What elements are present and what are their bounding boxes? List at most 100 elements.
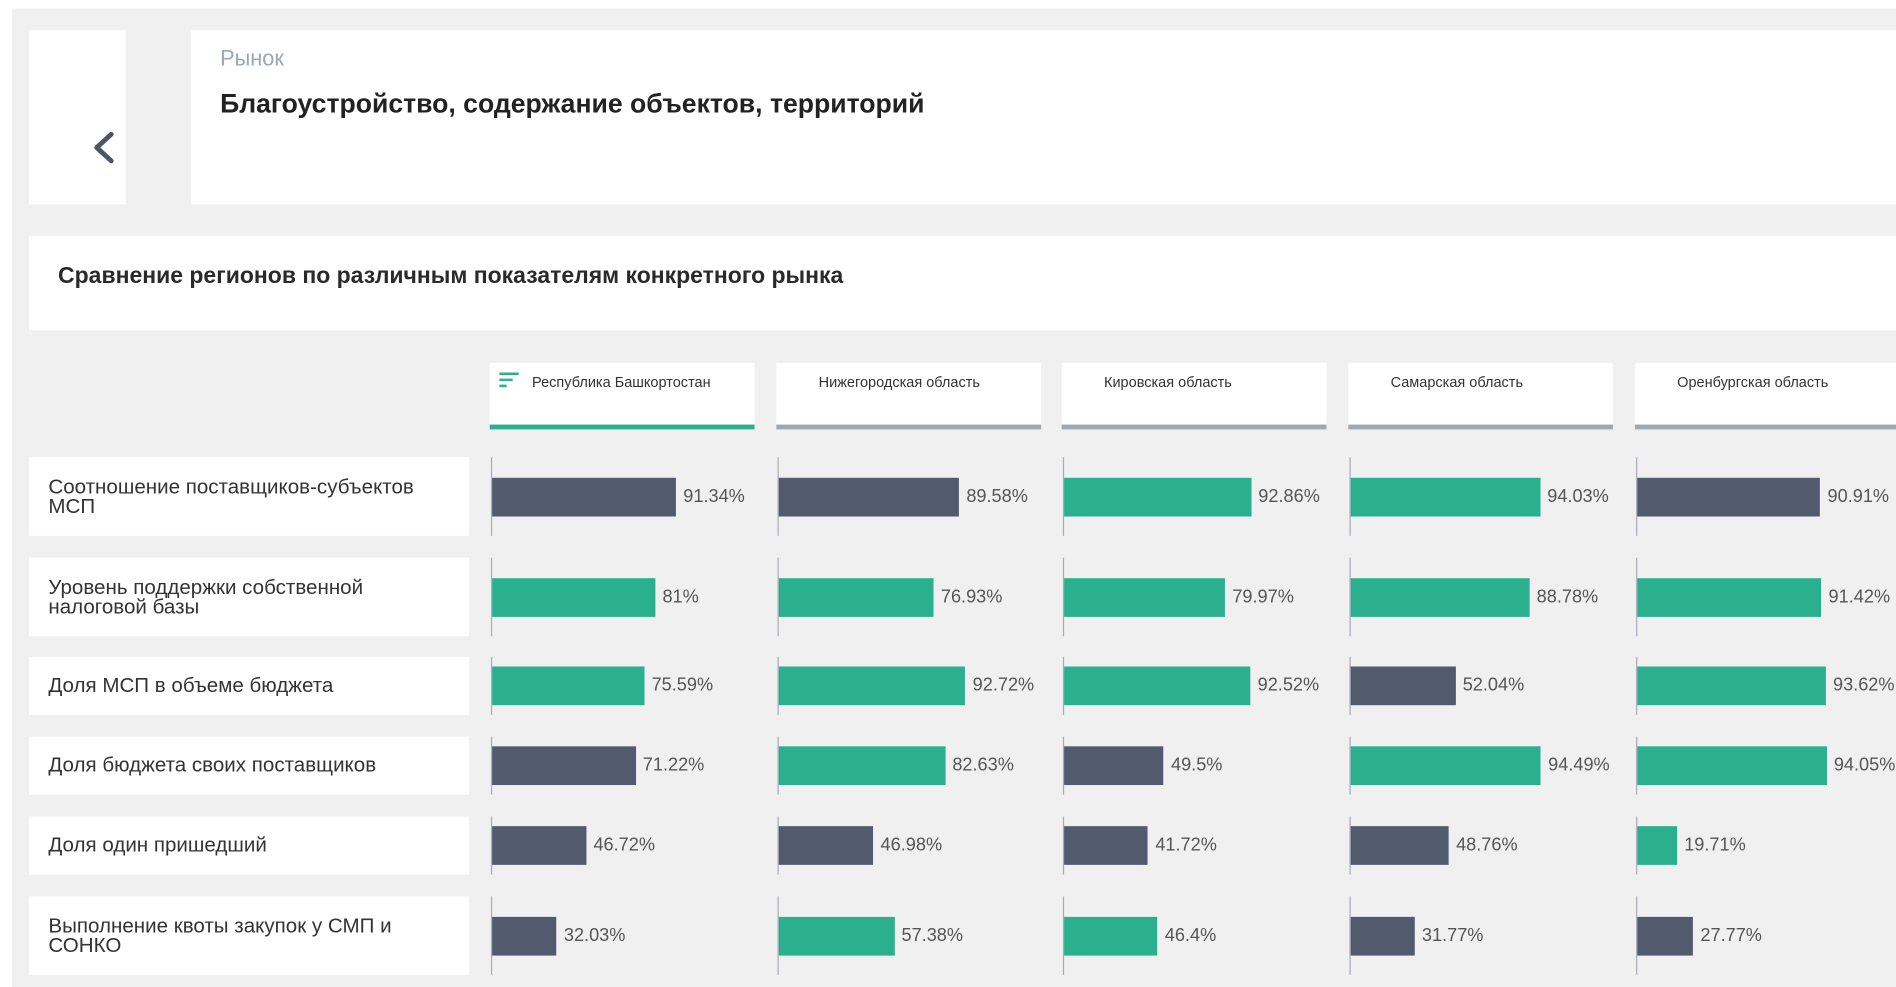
column-name: Оренбургская область (1677, 373, 1829, 391)
bar (1350, 477, 1540, 516)
value-label: 94.49% (1548, 754, 1610, 776)
value-label: 27.77% (1700, 924, 1762, 946)
value-label: 52.04% (1462, 674, 1525, 696)
axis-line (1062, 736, 1065, 795)
axis-line (490, 736, 493, 795)
bar (492, 577, 656, 617)
bar (1637, 666, 1826, 706)
bar (1350, 577, 1530, 617)
axis-line (1062, 656, 1065, 715)
value-label: 91.42% (1828, 586, 1891, 607)
bar (778, 916, 895, 955)
value-label: 93.62% (1832, 674, 1895, 696)
axis-line (777, 816, 779, 875)
category: Рынок (220, 45, 284, 71)
value-label: 46.72% (593, 834, 655, 856)
panel: Сравнение регионов по различным показате… (29, 235, 1896, 331)
bar (1350, 826, 1449, 865)
bar (492, 746, 636, 786)
axis-line (1636, 736, 1638, 795)
value-label: 32.03% (563, 924, 626, 946)
value-label: 41.72% (1155, 834, 1217, 856)
axis-line (1062, 557, 1065, 637)
value-label: 94.05% (1833, 754, 1896, 776)
bar (778, 746, 946, 786)
bar (492, 477, 677, 516)
value-label: 91.34% (683, 485, 745, 507)
row-label-box: Уровень поддержки собственной налоговой … (29, 557, 470, 637)
column-name: Самарская область (1390, 373, 1524, 391)
back-icon (94, 131, 114, 164)
row-label: Доля МСП в объеме бюджета (48, 673, 334, 697)
panel-title: Сравнение регионов по различным показате… (58, 263, 844, 290)
bar (1637, 746, 1827, 786)
value-label: 46.98% (880, 834, 943, 856)
column-header[interactable]: Самарская область (1348, 362, 1614, 430)
row-label: Уровень поддержки собственной налоговой … (48, 575, 364, 618)
bar (778, 666, 966, 706)
row-label-box: Доля МСП в объеме бюджета (29, 656, 470, 715)
sort-icon (499, 372, 519, 388)
value-label: 90.91% (1827, 485, 1890, 507)
value-label: 92.86% (1258, 485, 1320, 507)
bar (1637, 916, 1694, 955)
bar (1350, 746, 1541, 786)
axis-line (1349, 736, 1351, 795)
row-label-box: Выполнение квоты закупок у СМП и СОНКО (29, 896, 470, 975)
column-name: Республика Башкортостан (532, 373, 711, 391)
row-label: Доля бюджета своих поставщиков (48, 753, 377, 777)
header: Рынок Благоустройство, содержание объект… (191, 30, 1896, 205)
axis-line (1349, 656, 1351, 715)
axis-line (1636, 457, 1638, 536)
axis-line (1062, 457, 1065, 536)
bar (1637, 477, 1821, 516)
axis-line (777, 457, 779, 536)
bar (1064, 577, 1226, 617)
bar (492, 916, 557, 955)
axis-line (1062, 896, 1065, 975)
axis-line (1349, 816, 1351, 875)
bar (1064, 916, 1158, 955)
axis-line (1349, 896, 1351, 975)
value-label: 82.63% (952, 754, 1014, 776)
row-label-box: Доля один пришедший (29, 816, 470, 875)
value-label: 92.72% (972, 674, 1035, 696)
column-header[interactable]: Кировская область (1061, 362, 1327, 430)
value-label: 81% (662, 586, 699, 607)
value-label: 76.93% (940, 586, 1003, 607)
row-label-box: Доля бюджета своих поставщиков (29, 736, 470, 795)
bar (1637, 577, 1822, 617)
column-header[interactable]: Республика Башкортостан (489, 362, 755, 430)
axis-line (1062, 816, 1065, 875)
value-label: 46.4% (1164, 924, 1217, 946)
axis-line (490, 656, 493, 715)
value-label: 31.77% (1421, 924, 1484, 946)
back-button[interactable] (29, 30, 126, 205)
axis-line (1636, 816, 1638, 875)
axis-line (1349, 457, 1351, 536)
bar (1637, 826, 1677, 865)
row-label: Выполнение квоты закупок у СМП и СОНКО (48, 913, 392, 957)
bar (778, 826, 874, 865)
axis-line (490, 557, 493, 637)
column-header[interactable]: Нижегородская область (776, 362, 1042, 430)
value-label: 79.97% (1232, 586, 1294, 607)
axis-line (490, 896, 493, 975)
column-header[interactable]: Оренбургская область (1634, 362, 1896, 430)
row-label: Соотношение поставщиков-субъектов МСП (48, 474, 414, 518)
row-label-box: Соотношение поставщиков-субъектов МСП (29, 457, 470, 536)
axis-line (1636, 656, 1638, 715)
value-label: 89.58% (966, 485, 1028, 507)
axis-line (1349, 557, 1351, 637)
axis-line (777, 656, 779, 715)
axis-line (777, 896, 779, 975)
value-label: 49.5% (1170, 754, 1223, 776)
value-label: 48.76% (1456, 834, 1518, 856)
row-label: Доля один пришедший (48, 833, 267, 857)
axis-line (1636, 557, 1638, 637)
bar (1064, 477, 1252, 516)
value-label: 88.78% (1536, 586, 1599, 607)
axis-line (1636, 896, 1638, 975)
